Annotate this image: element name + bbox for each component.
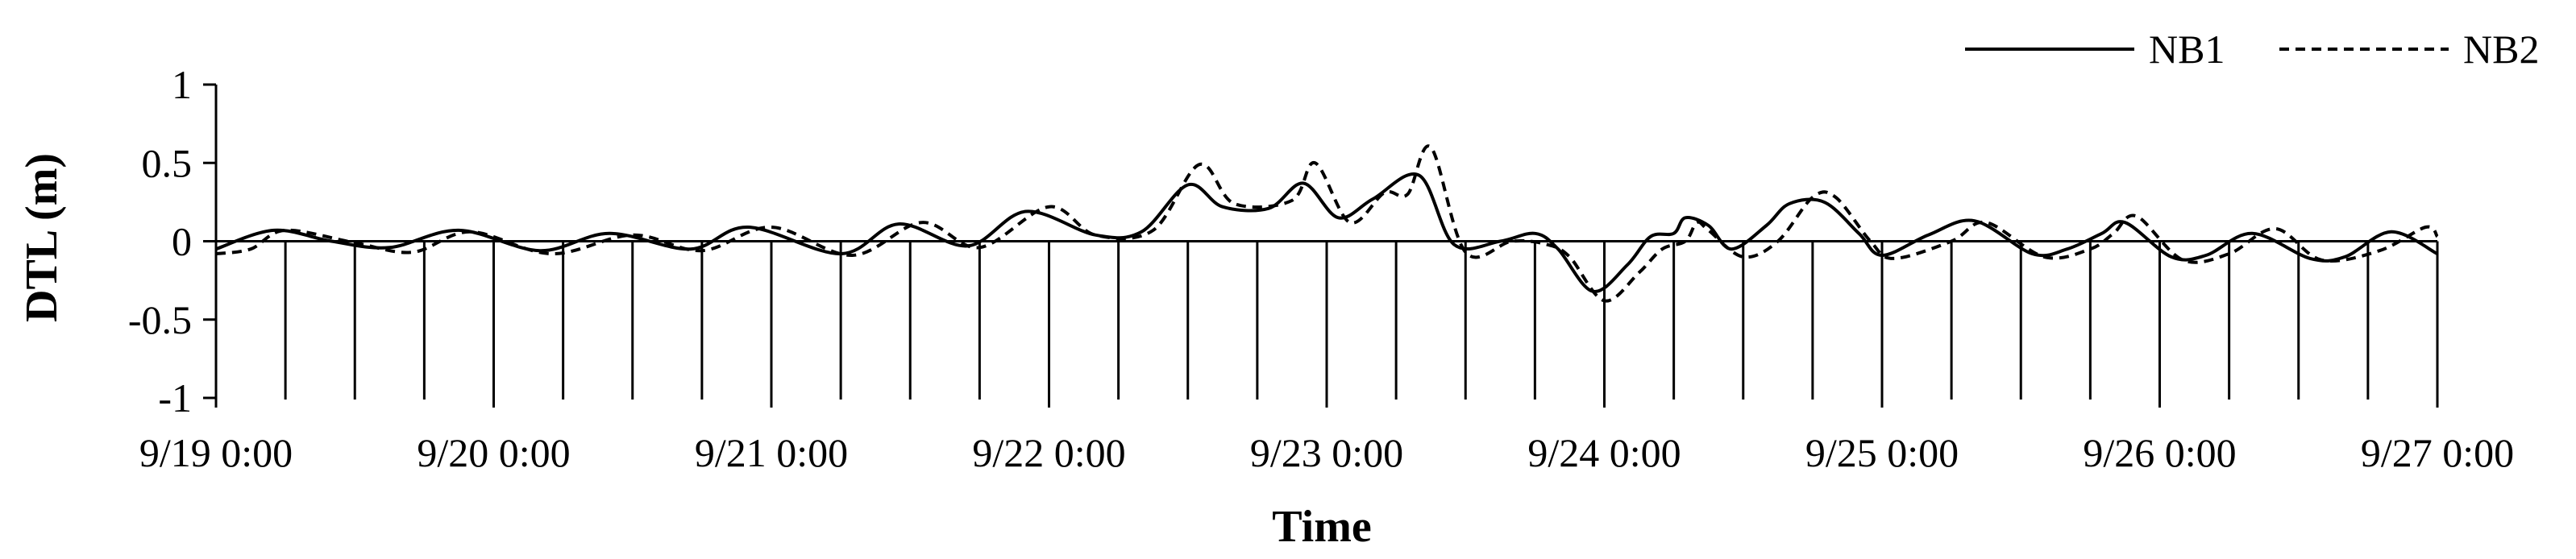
x-tick-label: 9/21 0:00 xyxy=(695,430,848,475)
y-tick-label: 0.5 xyxy=(142,140,193,185)
y-axis-title: DTL (m) xyxy=(17,153,67,322)
x-tick-label: 9/23 0:00 xyxy=(1250,430,1403,475)
y-tick-label: -0.5 xyxy=(128,297,192,342)
y-tick-label: 0 xyxy=(172,219,192,264)
x-tick-label: 9/26 0:00 xyxy=(2083,430,2236,475)
x-tick-label: 9/24 0:00 xyxy=(1527,430,1681,475)
legend-label-nb2: NB2 xyxy=(2463,27,2539,72)
y-tick-label: 1 xyxy=(172,62,192,107)
x-tick-label: 9/19 0:00 xyxy=(139,430,293,475)
tick-labels: 1 0.5 0 -0.5 -1 9/19 0:00 9/20 0:00 9/21 0:00 9/… xyxy=(128,62,2514,475)
legend-label-nb1: NB1 xyxy=(2149,27,2225,72)
y-tick-label: -1 xyxy=(158,375,192,420)
legend: NB1 NB2 xyxy=(1965,27,2539,72)
axes xyxy=(203,83,2439,408)
x-axis-title: Time xyxy=(1272,502,1371,552)
x-tick-label: 9/22 0:00 xyxy=(972,430,1125,475)
x-tick-label: 9/25 0:00 xyxy=(1805,430,1959,475)
x-tick-label: 9/27 0:00 xyxy=(2361,430,2514,475)
x-tick-label: 9/20 0:00 xyxy=(417,430,570,475)
series-line-nb2 xyxy=(215,144,2439,303)
